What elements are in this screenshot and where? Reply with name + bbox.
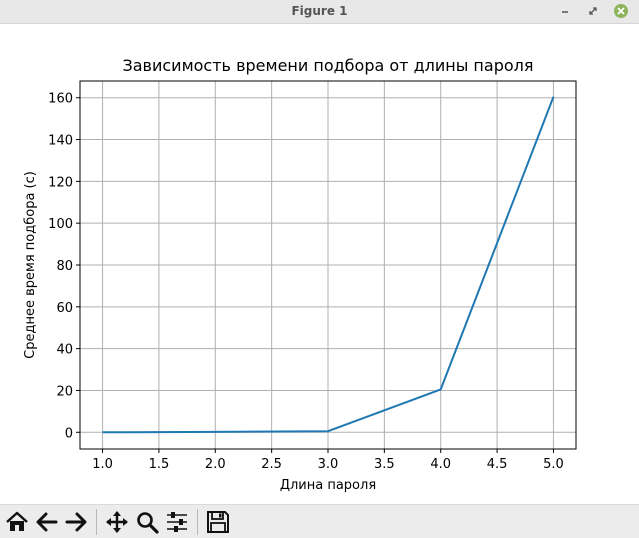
move-icon [106, 511, 128, 533]
back-button[interactable] [34, 509, 60, 535]
y-tick-label: 20 [56, 384, 73, 399]
restore-icon [589, 7, 597, 15]
toolbar-separator [96, 509, 97, 535]
x-axis-label: Длина пароля [280, 478, 376, 493]
navigation-toolbar [0, 504, 639, 538]
window-titlebar: Figure 1 [0, 0, 639, 24]
window-title: Figure 1 [291, 4, 348, 18]
x-tick-label: 5.0 [543, 457, 564, 472]
series-line [102, 96, 555, 434]
y-tick-label: 80 [56, 259, 73, 274]
series-layer [102, 96, 555, 434]
sliders-icon [167, 512, 187, 532]
close-icon [614, 4, 628, 18]
configure-subplots-button[interactable] [164, 509, 190, 535]
y-tick-label: 0 [65, 426, 73, 441]
y-tick-label: 100 [48, 217, 73, 232]
chart-title: Зависимость времени подбора от длины пар… [122, 56, 533, 75]
arrow-left-icon [36, 512, 58, 532]
zoom-button[interactable] [134, 509, 160, 535]
x-tick-label: 2.0 [205, 457, 226, 472]
y-tick-label: 160 [48, 92, 73, 107]
figure-canvas[interactable]: Зависимость времени подбора от длины пар… [0, 24, 639, 504]
pan-button[interactable] [104, 509, 130, 535]
x-tick-label: 4.0 [430, 457, 451, 472]
x-tick-label: 3.0 [318, 457, 339, 472]
x-tick-label: 3.5 [374, 457, 395, 472]
minimize-icon [562, 11, 568, 13]
y-tick-label: 60 [56, 301, 73, 316]
y-tick-label: 120 [48, 175, 73, 190]
save-button[interactable] [205, 509, 231, 535]
magnifier-icon [137, 512, 159, 534]
grid-lines [80, 81, 576, 449]
forward-button[interactable] [63, 509, 89, 535]
maximize-button[interactable] [584, 2, 602, 20]
x-tick-label: 1.5 [149, 457, 170, 472]
x-tick-label: 4.5 [487, 457, 508, 472]
line-chart: Зависимость времени подбора от длины пар… [23, 56, 577, 493]
y-tick-label: 40 [56, 343, 73, 358]
floppy-disk-icon [207, 511, 229, 533]
home-icon [6, 511, 28, 531]
axis-ticks: 1.0 1.5 2.0 2.5 3.0 3.5 4.0 4.5 5.0 0 20 40 60 80 100 1… [48, 92, 564, 472]
arrow-right-icon [65, 512, 87, 532]
close-button[interactable] [612, 2, 630, 20]
axes-frame [79, 80, 577, 450]
minimize-button[interactable] [556, 2, 574, 20]
y-axis-label: Среднее время подбора (с) [23, 171, 38, 359]
toolbar-separator [197, 509, 198, 535]
y-tick-label: 140 [48, 134, 73, 149]
x-tick-label: 2.5 [261, 457, 282, 472]
x-tick-label: 1.0 [92, 457, 113, 472]
home-button[interactable] [4, 509, 30, 535]
